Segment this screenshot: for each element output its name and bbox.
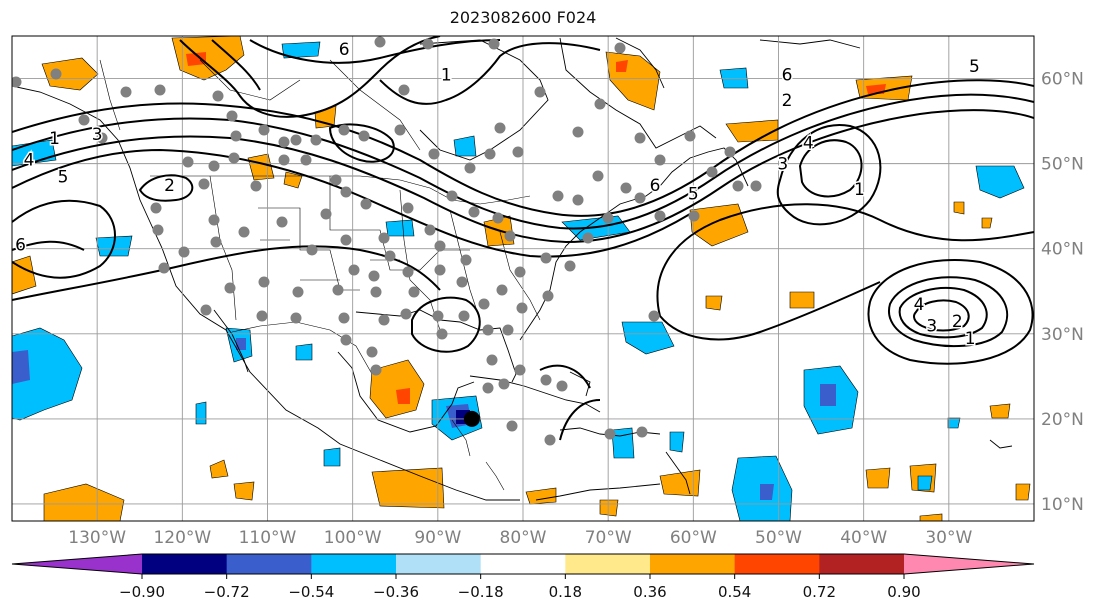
contour-label: 2 [952,312,963,332]
colorbar-min-extension [12,554,142,574]
contour-label: 6 [782,65,793,85]
latitude-tick-label: 60°N [1041,70,1084,90]
contour-label: 6 [15,235,26,255]
colorbar-tick-label: 0.54 [718,583,751,601]
contour-label: 5 [969,57,980,77]
longitude-tick-label: 90°W [414,528,461,548]
contour-label: 2 [164,176,175,196]
colorbar-tick-label: 0.18 [549,583,582,601]
shaded-anomaly-layer [12,36,1031,521]
colorbar-tick-label: −0.54 [288,583,334,601]
contour-label: 5 [688,184,699,204]
latitude-labels: 60°N 50°N 40°N 30°N 20°N 10°N [1041,70,1084,515]
contour-label: 6 [650,176,661,196]
station-dots-layer [12,36,762,446]
colorbar-tick-label: 0.90 [887,583,920,601]
longitude-tick-label: 30°W [925,528,972,548]
colorbar-segment [734,554,820,574]
contour-label: 4 [24,150,35,170]
latitude-tick-label: 50°N [1041,155,1084,175]
colorbar: −0.90 −0.72 −0.54 −0.36 −0.18 0.18 0.36 0.54 0.7… [11,553,1035,601]
longitude-tick-label: 80°W [500,528,547,548]
colorbar-segment [396,554,482,574]
storm-center-marker [463,410,480,427]
longitude-tick-label: 110°W [239,528,297,548]
contour-label: 3 [92,125,103,145]
colorbar-segment [565,554,651,574]
colorbar-segment [311,554,397,574]
longitude-tick-label: 50°W [755,528,802,548]
longitude-tick-label: 70°W [585,528,632,548]
contour-label: 3 [926,316,937,336]
colorbar-tick-label: −0.90 [119,583,165,601]
contour-label: 3 [777,155,788,175]
contour-label: 1 [965,329,976,349]
latitude-tick-label: 10°N [1041,495,1084,515]
longitude-tick-label: 120°W [153,528,211,548]
contour-label: 4 [914,295,925,315]
longitude-tick-label: 60°W [670,528,717,548]
colorbar-tick-label: 0.72 [803,583,836,601]
longitude-tick-label: 130°W [68,528,126,548]
colorbar-tick-label: 0.36 [633,583,666,601]
contour-label: 6 [339,40,350,60]
contour-label: 1 [854,180,865,200]
contour-label: 4 [803,133,814,153]
contour-label: 5 [58,167,69,187]
colorbar-segment [142,554,228,574]
colorbar-tick-label: −0.72 [204,583,250,601]
latitude-tick-label: 20°N [1041,410,1084,430]
colorbar-tick-label: −0.18 [458,583,504,601]
longitude-tick-label: 40°W [840,528,887,548]
longitude-tick-label: 100°W [324,528,382,548]
latitude-tick-label: 40°N [1041,240,1084,260]
contour-label: 1 [441,65,452,85]
contour-label: 2 [782,91,793,111]
longitude-labels: 130°W 120°W 110°W 100°W 90°W 80°W 70°W 60°W 50°W… [68,528,972,548]
colorbar-segment [226,554,312,574]
map-title: 2023082600 F024 [449,8,597,27]
colorbar-max-extension [904,554,1034,574]
contour-layer [12,36,1034,441]
latitude-tick-label: 30°N [1041,325,1084,345]
map-gridlines [12,36,1034,521]
colorbar-segment [480,554,566,574]
colorbar-segment [819,554,905,574]
map-frame [11,35,1035,522]
colorbar-segment [650,554,736,574]
contour-label: 1 [49,129,60,149]
colorbar-tick-label: −0.36 [373,583,419,601]
